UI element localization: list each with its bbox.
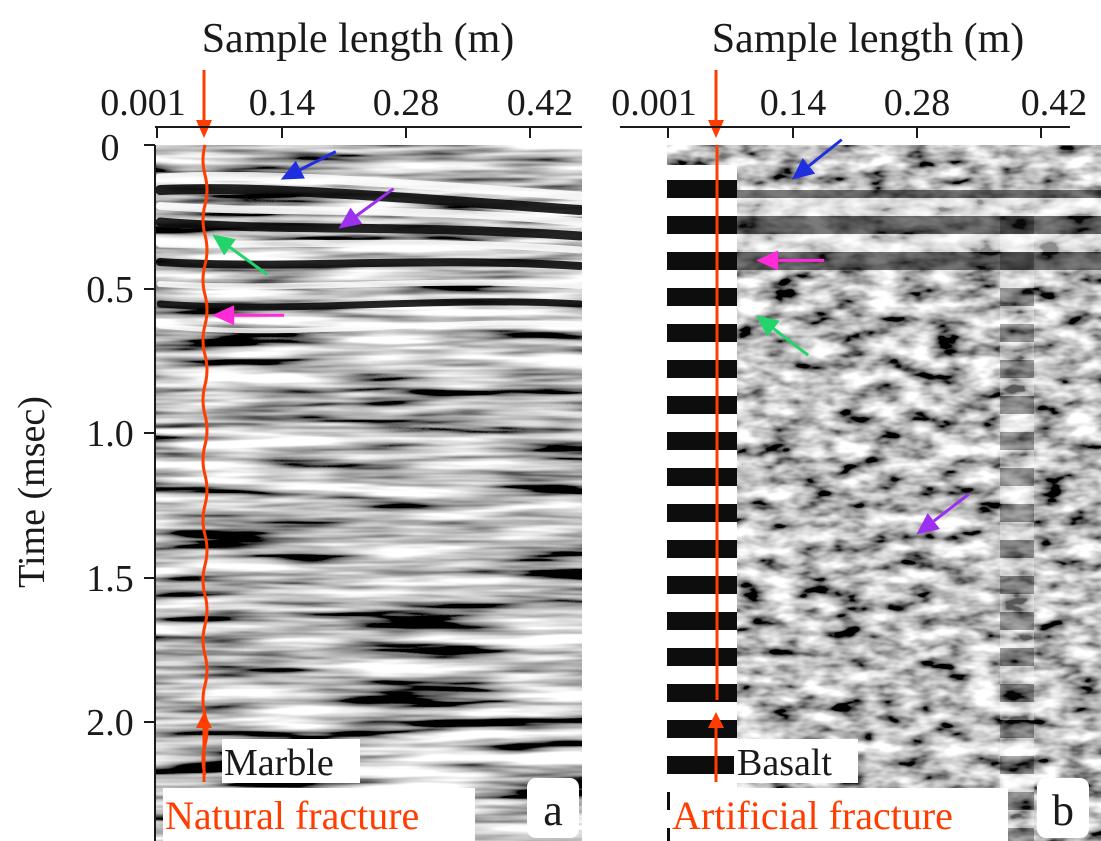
seismic-image-a bbox=[155, 145, 582, 841]
green-arrow bbox=[756, 315, 810, 357]
magenta-arrow bbox=[756, 250, 825, 271]
y-tick-4: 2.0 bbox=[86, 702, 134, 744]
x-tick-b-0: 0.001 bbox=[611, 82, 697, 124]
rock-label-b: Basalt bbox=[737, 742, 832, 784]
y-tick-3: 1.5 bbox=[86, 558, 134, 600]
x-tick-a-0: 0.001 bbox=[100, 82, 186, 124]
x-axis-title-b: Sample length (m) bbox=[712, 16, 1025, 62]
arrows-b bbox=[756, 138, 970, 535]
x-tick-b-3: 0.42 bbox=[1021, 82, 1088, 124]
blue-arrow-head bbox=[791, 158, 816, 180]
x-tick-a-3: 0.42 bbox=[507, 82, 574, 124]
magenta-arrow bbox=[212, 305, 285, 326]
panel-label-a: a bbox=[543, 786, 563, 835]
green-arrow-shaft bbox=[772, 327, 810, 357]
labels-b: Basalt Artificial fracture b bbox=[670, 739, 1089, 841]
x-axis-b: 0.001 0.14 0.28 0.42 Sample length (m) bbox=[611, 16, 1087, 138]
y-tick-1: 0.5 bbox=[86, 269, 134, 311]
purple-arrow-shaft bbox=[932, 493, 970, 523]
seismic-image-b bbox=[667, 145, 1101, 841]
panel-b: 0.001 0.14 0.28 0.42 Sample length (m) B… bbox=[611, 16, 1101, 841]
purple-arrow bbox=[916, 493, 970, 535]
purple-arrow-head bbox=[338, 207, 363, 229]
arrows-a bbox=[212, 150, 395, 326]
green-arrow-shaft bbox=[229, 246, 269, 276]
panel-label-b: b bbox=[1052, 786, 1074, 835]
blue-arrow-head bbox=[280, 160, 305, 180]
x-axis-title-a: Sample length (m) bbox=[202, 16, 515, 62]
green-arrow-head bbox=[756, 315, 780, 337]
fracture-label-a: Natural fracture bbox=[165, 793, 419, 838]
green-arrow bbox=[212, 234, 269, 276]
x-axis-a: 0.001 0.14 0.28 0.42 Sample length (m) bbox=[100, 16, 582, 138]
labels-a: Marble Natural fracture a bbox=[163, 739, 579, 841]
blue-arrow-shaft bbox=[807, 138, 843, 168]
purple-arrow bbox=[338, 187, 395, 229]
panel-a: 0.001 0.14 0.28 0.42 Sample length (m) 0… bbox=[11, 16, 582, 841]
x-tick-b-2: 0.28 bbox=[884, 82, 951, 124]
y-tick-2: 1.0 bbox=[86, 413, 134, 455]
fracture-line-b bbox=[708, 70, 724, 782]
rock-label-a: Marble bbox=[224, 742, 334, 784]
blue-arrow bbox=[280, 150, 337, 180]
y-axis: 0 0.5 1.0 1.5 2.0 Time (msec) bbox=[11, 127, 156, 841]
magenta-arrow-head bbox=[756, 250, 779, 271]
x-tick-a-2: 0.28 bbox=[373, 82, 440, 124]
blue-arrow bbox=[791, 138, 843, 180]
magenta-arrow-head bbox=[212, 305, 235, 326]
x-tick-b-1: 0.14 bbox=[760, 82, 827, 124]
blue-arrow-shaft bbox=[299, 150, 337, 171]
fracture-line-a bbox=[196, 70, 212, 782]
purple-arrow-shaft bbox=[355, 187, 395, 217]
green-arrow-head bbox=[212, 234, 236, 256]
purple-arrow-head bbox=[916, 513, 940, 535]
fracture-label-b: Artificial fracture bbox=[672, 793, 953, 838]
y-tick-0: 0 bbox=[101, 127, 120, 169]
x-tick-a-1: 0.14 bbox=[249, 82, 316, 124]
y-axis-title: Time (msec) bbox=[11, 396, 53, 588]
